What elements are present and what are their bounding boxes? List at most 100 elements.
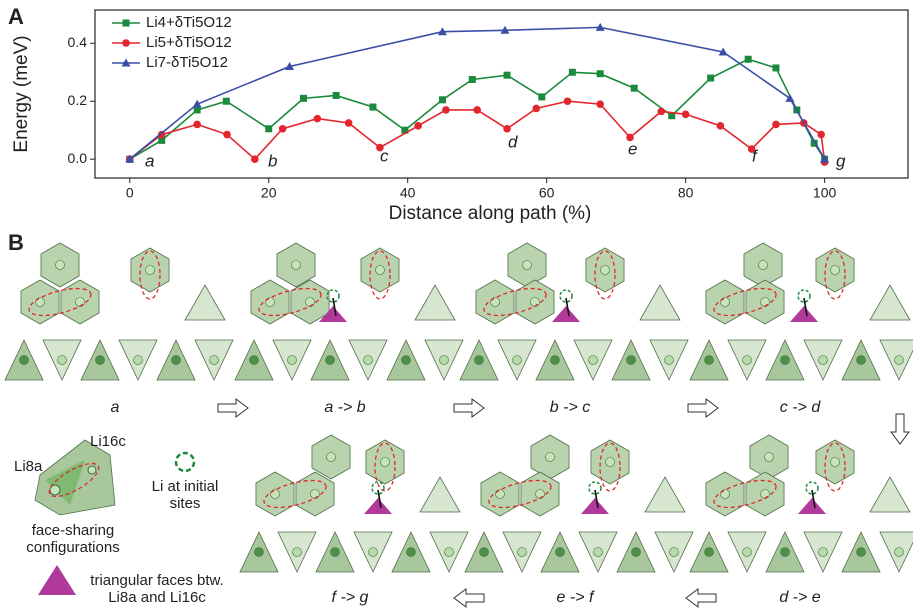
- li-site: [56, 261, 65, 270]
- li-site: [546, 453, 555, 462]
- structure-cell: [460, 243, 688, 380]
- li-site: [292, 261, 301, 270]
- li-site: [381, 458, 390, 467]
- triangular-face: [364, 498, 392, 514]
- marker: [631, 85, 638, 92]
- li-site: [58, 356, 67, 365]
- structure-cell: [690, 243, 913, 380]
- li-site: [761, 298, 770, 307]
- legend-marker: [123, 20, 130, 27]
- li-site: [759, 261, 768, 270]
- li-site: [531, 298, 540, 307]
- li-site: [831, 266, 840, 275]
- triangular-face: [552, 306, 580, 322]
- li-site: [523, 261, 532, 270]
- li-site: [440, 356, 449, 365]
- x-tick-label: 40: [400, 185, 416, 201]
- li-site: [857, 548, 866, 557]
- step-arrow: [688, 399, 718, 417]
- li-site: [210, 356, 219, 365]
- polyhedron: [415, 285, 455, 320]
- li-site: [76, 298, 85, 307]
- marker: [193, 121, 201, 129]
- site-label: Li16c: [90, 433, 126, 450]
- triangular-face: [38, 565, 76, 595]
- li-site: [326, 356, 335, 365]
- structure-cell: [5, 243, 233, 380]
- y-tick-label: 0.0: [68, 150, 88, 166]
- li-site: [364, 356, 373, 365]
- polyhedron: [645, 477, 685, 512]
- y-tick-label: 0.2: [68, 92, 88, 108]
- x-tick-label: 100: [813, 185, 837, 201]
- li-site: [857, 356, 866, 365]
- li-site: [670, 548, 679, 557]
- li-site: [311, 490, 320, 499]
- li-site: [134, 356, 143, 365]
- legend-label: Li5+δTi5O12: [146, 34, 232, 51]
- marker: [265, 125, 272, 132]
- li-site: [480, 548, 489, 557]
- li-site: [306, 298, 315, 307]
- marker: [682, 110, 690, 118]
- site-label: Li8a: [14, 458, 43, 475]
- marker: [772, 64, 779, 71]
- step-label: a: [111, 399, 120, 416]
- li-site: [781, 548, 790, 557]
- li-site: [627, 356, 636, 365]
- legend-label: Li4+δTi5O12: [146, 14, 232, 31]
- li-site: [743, 356, 752, 365]
- panel-label: A: [8, 4, 24, 29]
- li-site: [88, 466, 96, 474]
- li-site: [402, 356, 411, 365]
- step-arrow: [218, 399, 248, 417]
- structure-cell: [240, 435, 468, 572]
- step-label: a -> b: [324, 399, 365, 416]
- polyhedron: [185, 285, 225, 320]
- structure-cell: [465, 435, 693, 572]
- marker: [469, 76, 476, 83]
- marker: [251, 155, 259, 163]
- x-axis-title: Distance along path (%): [389, 203, 592, 224]
- panel-label: B: [8, 230, 24, 255]
- li-site: [721, 298, 730, 307]
- marker: [473, 106, 481, 114]
- series-line: [130, 27, 825, 159]
- li-site: [255, 548, 264, 557]
- step-arrow: [454, 399, 484, 417]
- step-label: e -> f: [557, 589, 595, 606]
- annotation: c: [380, 146, 389, 165]
- annotation: f: [752, 146, 759, 165]
- marker: [597, 70, 604, 77]
- li-site: [172, 356, 181, 365]
- li-site: [36, 298, 45, 307]
- marker: [333, 92, 340, 99]
- li-site: [705, 356, 714, 365]
- marker: [538, 93, 545, 100]
- li-site: [705, 548, 714, 557]
- li-site: [594, 548, 603, 557]
- step-label: c -> d: [780, 399, 822, 416]
- figure: A B Energy (meV) Distance along path (%)…: [0, 0, 913, 609]
- step-label: d -> e: [779, 589, 820, 606]
- annotation: b: [268, 151, 277, 170]
- marker: [414, 122, 422, 130]
- marker: [564, 97, 572, 105]
- marker: [503, 125, 511, 133]
- x-tick-label: 80: [678, 185, 694, 201]
- structure-cell: [690, 435, 913, 572]
- annotation: d: [508, 132, 518, 151]
- li-site: [96, 356, 105, 365]
- marker: [569, 69, 576, 76]
- li-site: [369, 548, 378, 557]
- marker: [658, 108, 666, 116]
- li-site: [556, 548, 565, 557]
- marker: [772, 121, 780, 129]
- li-site: [551, 356, 560, 365]
- marker: [817, 131, 825, 139]
- li-site: [761, 490, 770, 499]
- y-tick-label: 0.4: [68, 34, 88, 50]
- step-arrow: [454, 589, 484, 607]
- chart: A B Energy (meV) Distance along path (%)…: [0, 0, 913, 609]
- x-tick-label: 0: [126, 185, 134, 201]
